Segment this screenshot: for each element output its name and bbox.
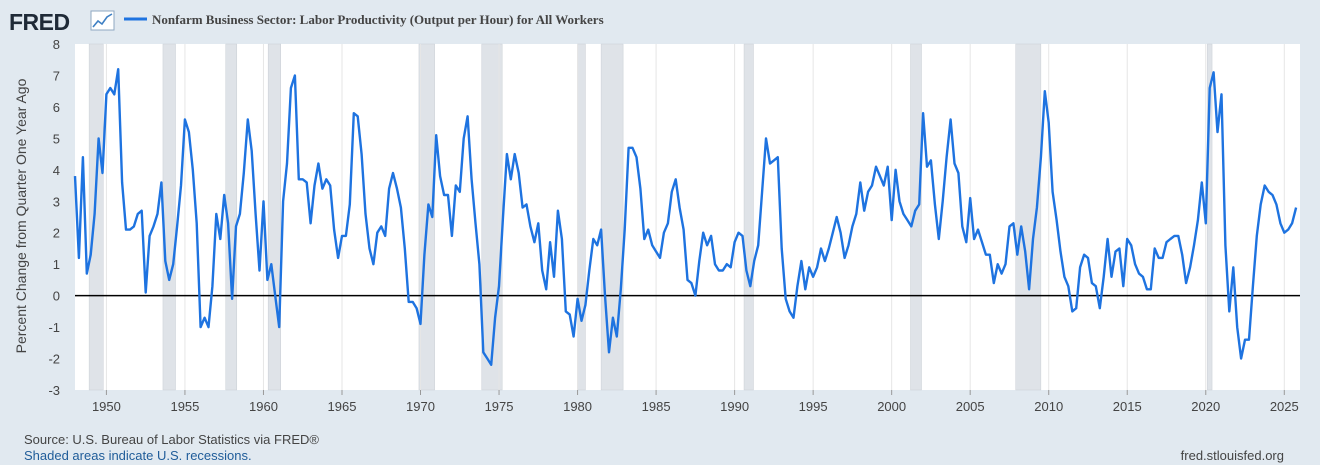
y-tick-label: 7 <box>53 68 60 83</box>
site-url[interactable]: fred.stlouisfed.org <box>1181 448 1284 463</box>
recession-note: Shaded areas indicate U.S. recessions. <box>24 448 252 463</box>
y-tick-label: 5 <box>53 131 60 146</box>
fred-logo[interactable]: FRED <box>9 9 70 35</box>
y-tick-label: 8 <box>53 37 60 52</box>
y-tick-label: 0 <box>53 289 60 304</box>
recession-band <box>577 43 586 391</box>
y-tick-label: 2 <box>53 226 60 241</box>
x-tick-label: 1965 <box>328 399 357 414</box>
x-tick-label: 2015 <box>1113 399 1142 414</box>
recession-bands <box>88 43 1213 391</box>
y-tick-label: -2 <box>48 352 60 367</box>
x-tick-label: 2025 <box>1270 399 1299 414</box>
recession-band <box>225 43 238 391</box>
series-title: Nonfarm Business Sector: Labor Productiv… <box>152 12 604 27</box>
y-tick-label: 4 <box>53 163 60 178</box>
x-tick-label: 1975 <box>485 399 514 414</box>
recession-band <box>88 43 104 391</box>
series-line[interactable] <box>73 68 1298 366</box>
x-tick-label: 2020 <box>1191 399 1220 414</box>
x-tick-label: 1970 <box>406 399 435 414</box>
y-tick-label: 1 <box>53 257 60 272</box>
recession-band <box>1207 43 1213 391</box>
recession-band <box>910 43 922 391</box>
grid-lines <box>105 44 1285 390</box>
x-tick-label: 1985 <box>642 399 671 414</box>
header: FRED Nonfarm Business Sector: Labor Prod… <box>9 9 604 35</box>
x-tick-label: 1995 <box>799 399 828 414</box>
y-axis-ticks: -3 -2 -1 0 1 2 3 4 5 6 7 8 <box>48 37 60 398</box>
x-tick-label: 1980 <box>563 399 592 414</box>
x-tick-label: 1950 <box>92 399 121 414</box>
recession-band <box>1015 43 1042 391</box>
x-tick-label: 2005 <box>956 399 985 414</box>
recession-band <box>600 43 624 391</box>
recession-band <box>743 43 754 391</box>
y-axis-label: Percent Change from Quarter One Year Ago <box>13 78 29 353</box>
footer: Source: U.S. Bureau of Labor Statistics … <box>24 432 1284 463</box>
recession-band <box>162 43 176 391</box>
x-tick-label: 2010 <box>1034 399 1063 414</box>
line-chart-icon <box>90 10 115 31</box>
y-tick-label: -1 <box>48 320 60 335</box>
source-text: Source: U.S. Bureau of Labor Statistics … <box>24 432 319 447</box>
y-tick-label: -3 <box>48 383 60 398</box>
plot-area <box>75 44 1300 390</box>
recession-band <box>267 43 281 391</box>
y-tick-label: 3 <box>53 194 60 209</box>
y-tick-label: 6 <box>53 100 60 115</box>
x-tick-label: 1960 <box>249 399 278 414</box>
x-tick-label: 2000 <box>877 399 906 414</box>
x-tick-label: 1990 <box>720 399 749 414</box>
x-axis-ticks: 1950 1955 1960 1965 1970 1975 1980 1985 1990 1995… <box>92 390 1299 414</box>
x-tick-label: 1955 <box>170 399 199 414</box>
